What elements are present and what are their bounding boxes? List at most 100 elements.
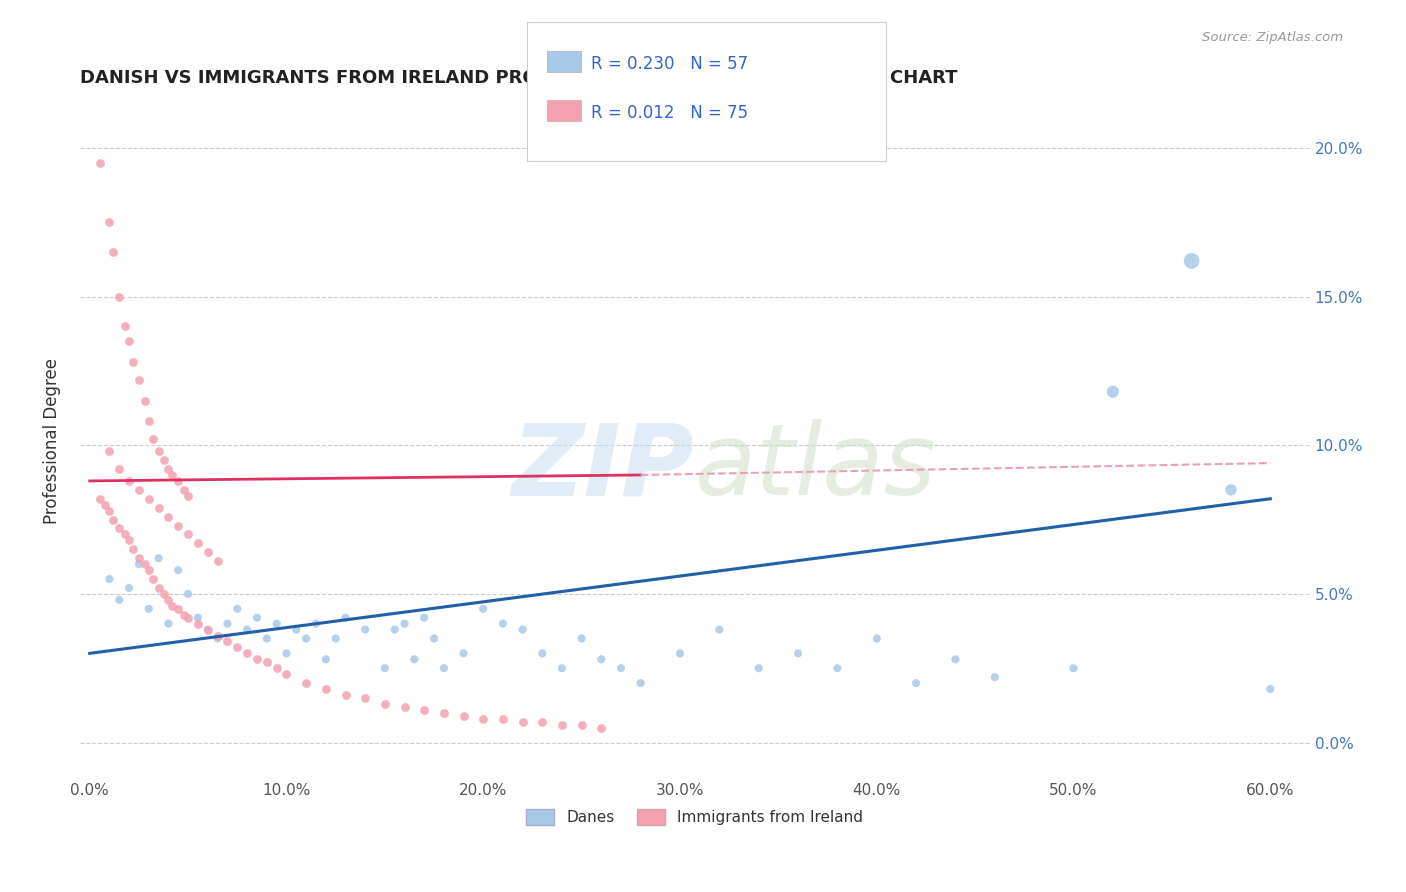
Point (217, 634, 239, 648)
Point (207, 628, 229, 642)
Point (103, 245, 125, 260)
Point (276, 646, 298, 660)
Point (551, 717, 574, 731)
Point (177, 489, 200, 503)
Point (157, 592, 180, 607)
Point (128, 373, 150, 387)
Point (103, 512, 125, 526)
Point (226, 640, 249, 655)
Point (138, 491, 160, 506)
Point (374, 697, 396, 711)
Point (630, 676, 652, 690)
Point (571, 717, 593, 731)
Point (207, 554, 229, 568)
Point (114, 527, 136, 541)
Point (138, 601, 160, 615)
Point (98, 572, 121, 586)
Point (157, 509, 180, 524)
Point (197, 623, 219, 637)
Point (905, 676, 928, 690)
Point (984, 670, 1007, 684)
Point (89, 156, 111, 170)
Point (285, 623, 308, 637)
Point (472, 601, 495, 615)
Point (207, 632, 229, 646)
Point (167, 474, 190, 488)
Point (157, 462, 180, 476)
Point (148, 581, 170, 595)
Point (148, 444, 170, 458)
Point (256, 632, 278, 646)
Point (134, 393, 156, 408)
Point (531, 714, 554, 729)
Point (177, 610, 200, 624)
Point (315, 652, 337, 666)
Point (187, 536, 209, 550)
Point (295, 632, 318, 646)
Point (197, 623, 219, 637)
Point (187, 610, 209, 624)
Point (128, 483, 150, 497)
Text: atlas: atlas (695, 419, 936, 516)
Point (138, 563, 160, 577)
Point (512, 623, 534, 637)
Point (108, 462, 131, 476)
Point (256, 655, 278, 669)
Point (413, 703, 436, 717)
Point (531, 646, 554, 660)
Legend: Danes, Immigrants from Ireland: Danes, Immigrants from Ireland (520, 803, 869, 831)
Point (276, 667, 298, 681)
Text: R = 0.012   N = 75: R = 0.012 N = 75 (591, 104, 748, 122)
Point (108, 521, 131, 535)
Point (1219, 483, 1241, 497)
Point (354, 690, 377, 705)
Point (433, 706, 456, 720)
Point (591, 721, 613, 735)
Point (187, 616, 209, 631)
Point (246, 610, 269, 624)
Point (236, 623, 259, 637)
Point (108, 592, 131, 607)
Point (295, 676, 318, 690)
Point (98, 215, 121, 229)
Point (142, 572, 165, 586)
Text: R = 0.230   N = 57: R = 0.230 N = 57 (591, 55, 748, 73)
Point (142, 432, 165, 446)
Point (404, 652, 426, 666)
Point (1102, 384, 1125, 399)
Point (472, 712, 495, 726)
Point (551, 661, 574, 675)
Point (173, 607, 195, 622)
Point (98, 503, 121, 517)
Point (394, 699, 416, 714)
Point (177, 527, 200, 541)
Point (1063, 661, 1085, 675)
Point (394, 616, 416, 631)
Point (246, 652, 269, 666)
Point (669, 646, 692, 660)
Point (217, 616, 239, 631)
Point (173, 483, 195, 497)
Point (177, 587, 200, 601)
Point (226, 601, 249, 615)
Point (1258, 681, 1281, 696)
Point (266, 616, 288, 631)
Point (305, 616, 328, 631)
Point (266, 661, 288, 675)
Point (945, 652, 967, 666)
Point (827, 661, 849, 675)
Point (335, 610, 357, 624)
Point (423, 632, 446, 646)
Point (148, 551, 170, 566)
Point (197, 545, 219, 559)
Point (453, 708, 475, 723)
Point (148, 500, 170, 515)
Text: ZIP: ZIP (512, 419, 695, 516)
Point (610, 661, 633, 675)
Point (236, 646, 259, 660)
Point (512, 714, 534, 729)
Point (118, 581, 141, 595)
Point (89, 491, 111, 506)
Point (167, 563, 190, 577)
Point (108, 290, 131, 304)
